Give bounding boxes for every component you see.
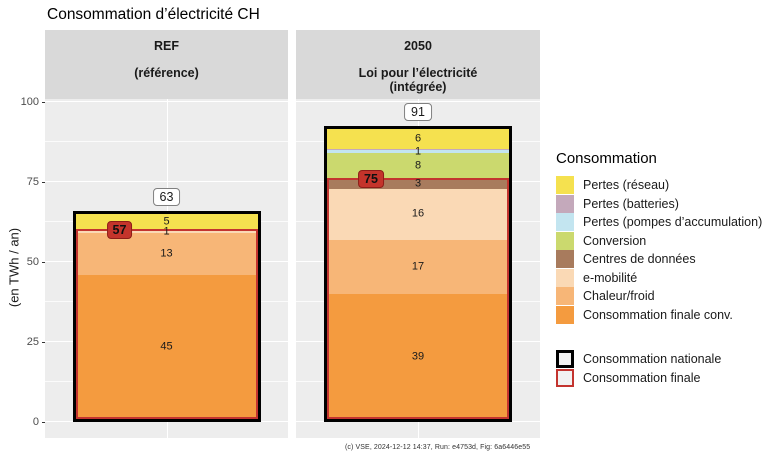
legend-outline-item: Consommation nationale [556, 349, 768, 368]
legend-item-label: Chaleur/froid [583, 289, 655, 303]
y-tick-mark [42, 181, 45, 183]
y-tick-mark [42, 101, 45, 103]
bar-segments: 6 1 8 3 16 17 39 [327, 129, 509, 419]
y-tick-label: 100 [20, 96, 39, 108]
finale-label: 75 [358, 170, 384, 188]
legend-outline-item: Consommation finale [556, 368, 768, 387]
bar-segment: 17 [327, 239, 509, 295]
y-tick: 25 [27, 335, 45, 349]
legend-title: Consommation [556, 150, 657, 167]
legend-swatch [556, 287, 574, 305]
legend-swatch [556, 305, 574, 324]
legend-item: Consommation finale conv. [556, 305, 768, 324]
panel-2050-strip: 2050 Loi pour l’électricité (intégrée) [296, 30, 540, 99]
y-tick-label: 0 [32, 416, 39, 428]
legend-item: Centres de données [556, 250, 768, 268]
bar-segment: 5 [75, 214, 258, 231]
y-tick-label: 25 [26, 336, 39, 348]
panel-2050: 2050 Loi pour l’électricité (intégrée) 6… [296, 30, 540, 438]
panel-ref-plot: 5 1 13 45 63 57 [45, 99, 288, 438]
legend-item-label: Centres de données [583, 252, 696, 266]
legend-fill-items: Pertes (réseau) Pertes (batteries) Pertes … [556, 176, 768, 324]
legend-swatch [556, 176, 574, 194]
legend-item-label: Pertes (pompes d’accumulation) [583, 215, 763, 229]
legend-item-label: Pertes (batteries) [583, 196, 679, 211]
legend-item: Pertes (batteries) [556, 194, 768, 213]
y-tick-mark [42, 261, 45, 263]
legend-item: Pertes (pompes d’accumulation) [556, 213, 768, 231]
legend-item: Conversion [556, 231, 768, 250]
y-tick: 50 [27, 255, 45, 269]
y-tick: 75 [27, 175, 45, 189]
legend-swatch [556, 213, 574, 231]
legend-swatch [556, 268, 574, 287]
bar-segment: 6 [327, 129, 509, 149]
panel-ref-strip-subtitle: (référence) [134, 66, 199, 80]
y-tick: 100 [21, 95, 45, 109]
legend-outline-items: Consommation nationale Consommation final… [556, 349, 768, 387]
y-axis: 0 25 50 75 100 [0, 96, 45, 438]
panel-2050-strip-subtitle: Loi pour l’électricité (intégrée) [358, 66, 478, 95]
total-label: 91 [404, 103, 432, 122]
legend-item-label: e-mobilité [583, 270, 638, 285]
bar-segment-label: 5 [163, 215, 170, 228]
panel-ref: REF (référence) 5 1 13 45 63 57 [45, 30, 288, 438]
bar-consommation-nationale: 6 1 8 3 16 17 39 91 75 [324, 103, 512, 422]
legend-item-label: Pertes (réseau) [583, 178, 670, 192]
legend-swatch [556, 194, 574, 213]
bar-segment: 13 [75, 233, 258, 275]
panel-ref-strip: REF (référence) [45, 30, 288, 99]
legend-item: Chaleur/froid [556, 287, 768, 305]
legend-item-label: Conversion [583, 233, 647, 248]
panel-2050-plot: 6 1 8 3 16 17 39 91 75 [296, 99, 540, 438]
figure-caption: (c) VSE, 2024-12-12 14:37, Run: e4753d, … [345, 444, 531, 451]
y-tick-label: 75 [26, 176, 39, 188]
legend-outline-swatch [556, 368, 574, 387]
legend: Consommation Pertes (réseau) Pertes (batt… [556, 150, 768, 388]
finale-label: 57 [106, 221, 133, 240]
legend-item: e-mobilité [556, 268, 768, 287]
y-tick-mark [42, 341, 45, 343]
legend-outline-swatch [556, 349, 574, 368]
legend-outline-label: Consommation nationale [583, 351, 722, 366]
bar-segment: 16 [327, 188, 509, 240]
y-tick: 0 [33, 415, 45, 429]
bar-segment: 39 [327, 294, 509, 419]
chart-title: Consommation d’électricité CH [47, 6, 260, 23]
y-tick-mark [42, 421, 45, 423]
bar-segment-label: 6 [414, 132, 422, 145]
legend-swatch [556, 250, 574, 268]
bar-segment: 45 [75, 274, 258, 419]
legend-outline-label: Consommation finale [583, 370, 701, 385]
bar-segments: 5 1 13 45 [75, 214, 258, 419]
bar-segment: 8 [327, 153, 509, 179]
bar-consommation-finale [75, 229, 258, 419]
bar-consommation-nationale: 5 1 13 45 63 57 [72, 188, 261, 422]
legend-item: Pertes (réseau) [556, 176, 768, 194]
panel-ref-strip-title: REF [154, 39, 179, 53]
bar-segment [327, 148, 509, 151]
total-label: 63 [152, 188, 181, 207]
legend-swatch [556, 231, 574, 250]
legend-item-label: Consommation finale conv. [583, 307, 733, 322]
panel-2050-strip-title: 2050 [404, 39, 432, 53]
bar-segment-label: 8 [414, 159, 422, 172]
y-tick-label: 50 [26, 256, 39, 268]
bar-consommation-finale [327, 178, 509, 419]
